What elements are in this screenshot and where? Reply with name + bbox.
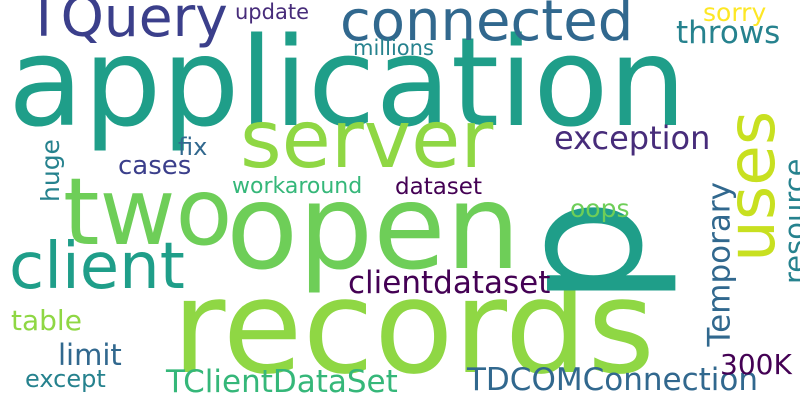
word-except: except <box>25 365 106 393</box>
word-application: application <box>8 12 687 155</box>
word-workaround: workaround <box>232 174 363 199</box>
word-tquery: TQuery <box>27 0 228 49</box>
word-records: records <box>172 251 655 400</box>
word-fix: fix <box>178 133 208 161</box>
word-server: server <box>240 93 494 186</box>
word-exception: exception <box>554 119 711 157</box>
word-open: open <box>226 158 521 296</box>
word-temporary: Temporary <box>701 182 738 347</box>
word-300k: 300K <box>720 348 792 381</box>
word-cases: cases <box>118 151 192 181</box>
word-tdcomconnection: TDCOMConnection <box>467 362 759 398</box>
word-clientdataset: clientdataset <box>348 265 551 301</box>
word-huge: huge <box>36 139 65 202</box>
word-update: update <box>235 0 309 24</box>
word-resource: resource <box>778 158 800 284</box>
word-connected: connected <box>340 0 634 54</box>
word-throws: throws <box>676 15 781 51</box>
word-dataset: dataset <box>395 174 482 200</box>
word-tclientdataset: TClientDataSet <box>166 364 398 400</box>
word-limit: limit <box>58 338 122 372</box>
word-client: client <box>9 230 185 304</box>
word-millions: millions <box>353 36 434 60</box>
word-two: two <box>63 158 233 266</box>
word-sorry: sorry <box>703 0 767 27</box>
word-table: table <box>11 304 82 337</box>
word-oops: oops <box>570 194 630 223</box>
